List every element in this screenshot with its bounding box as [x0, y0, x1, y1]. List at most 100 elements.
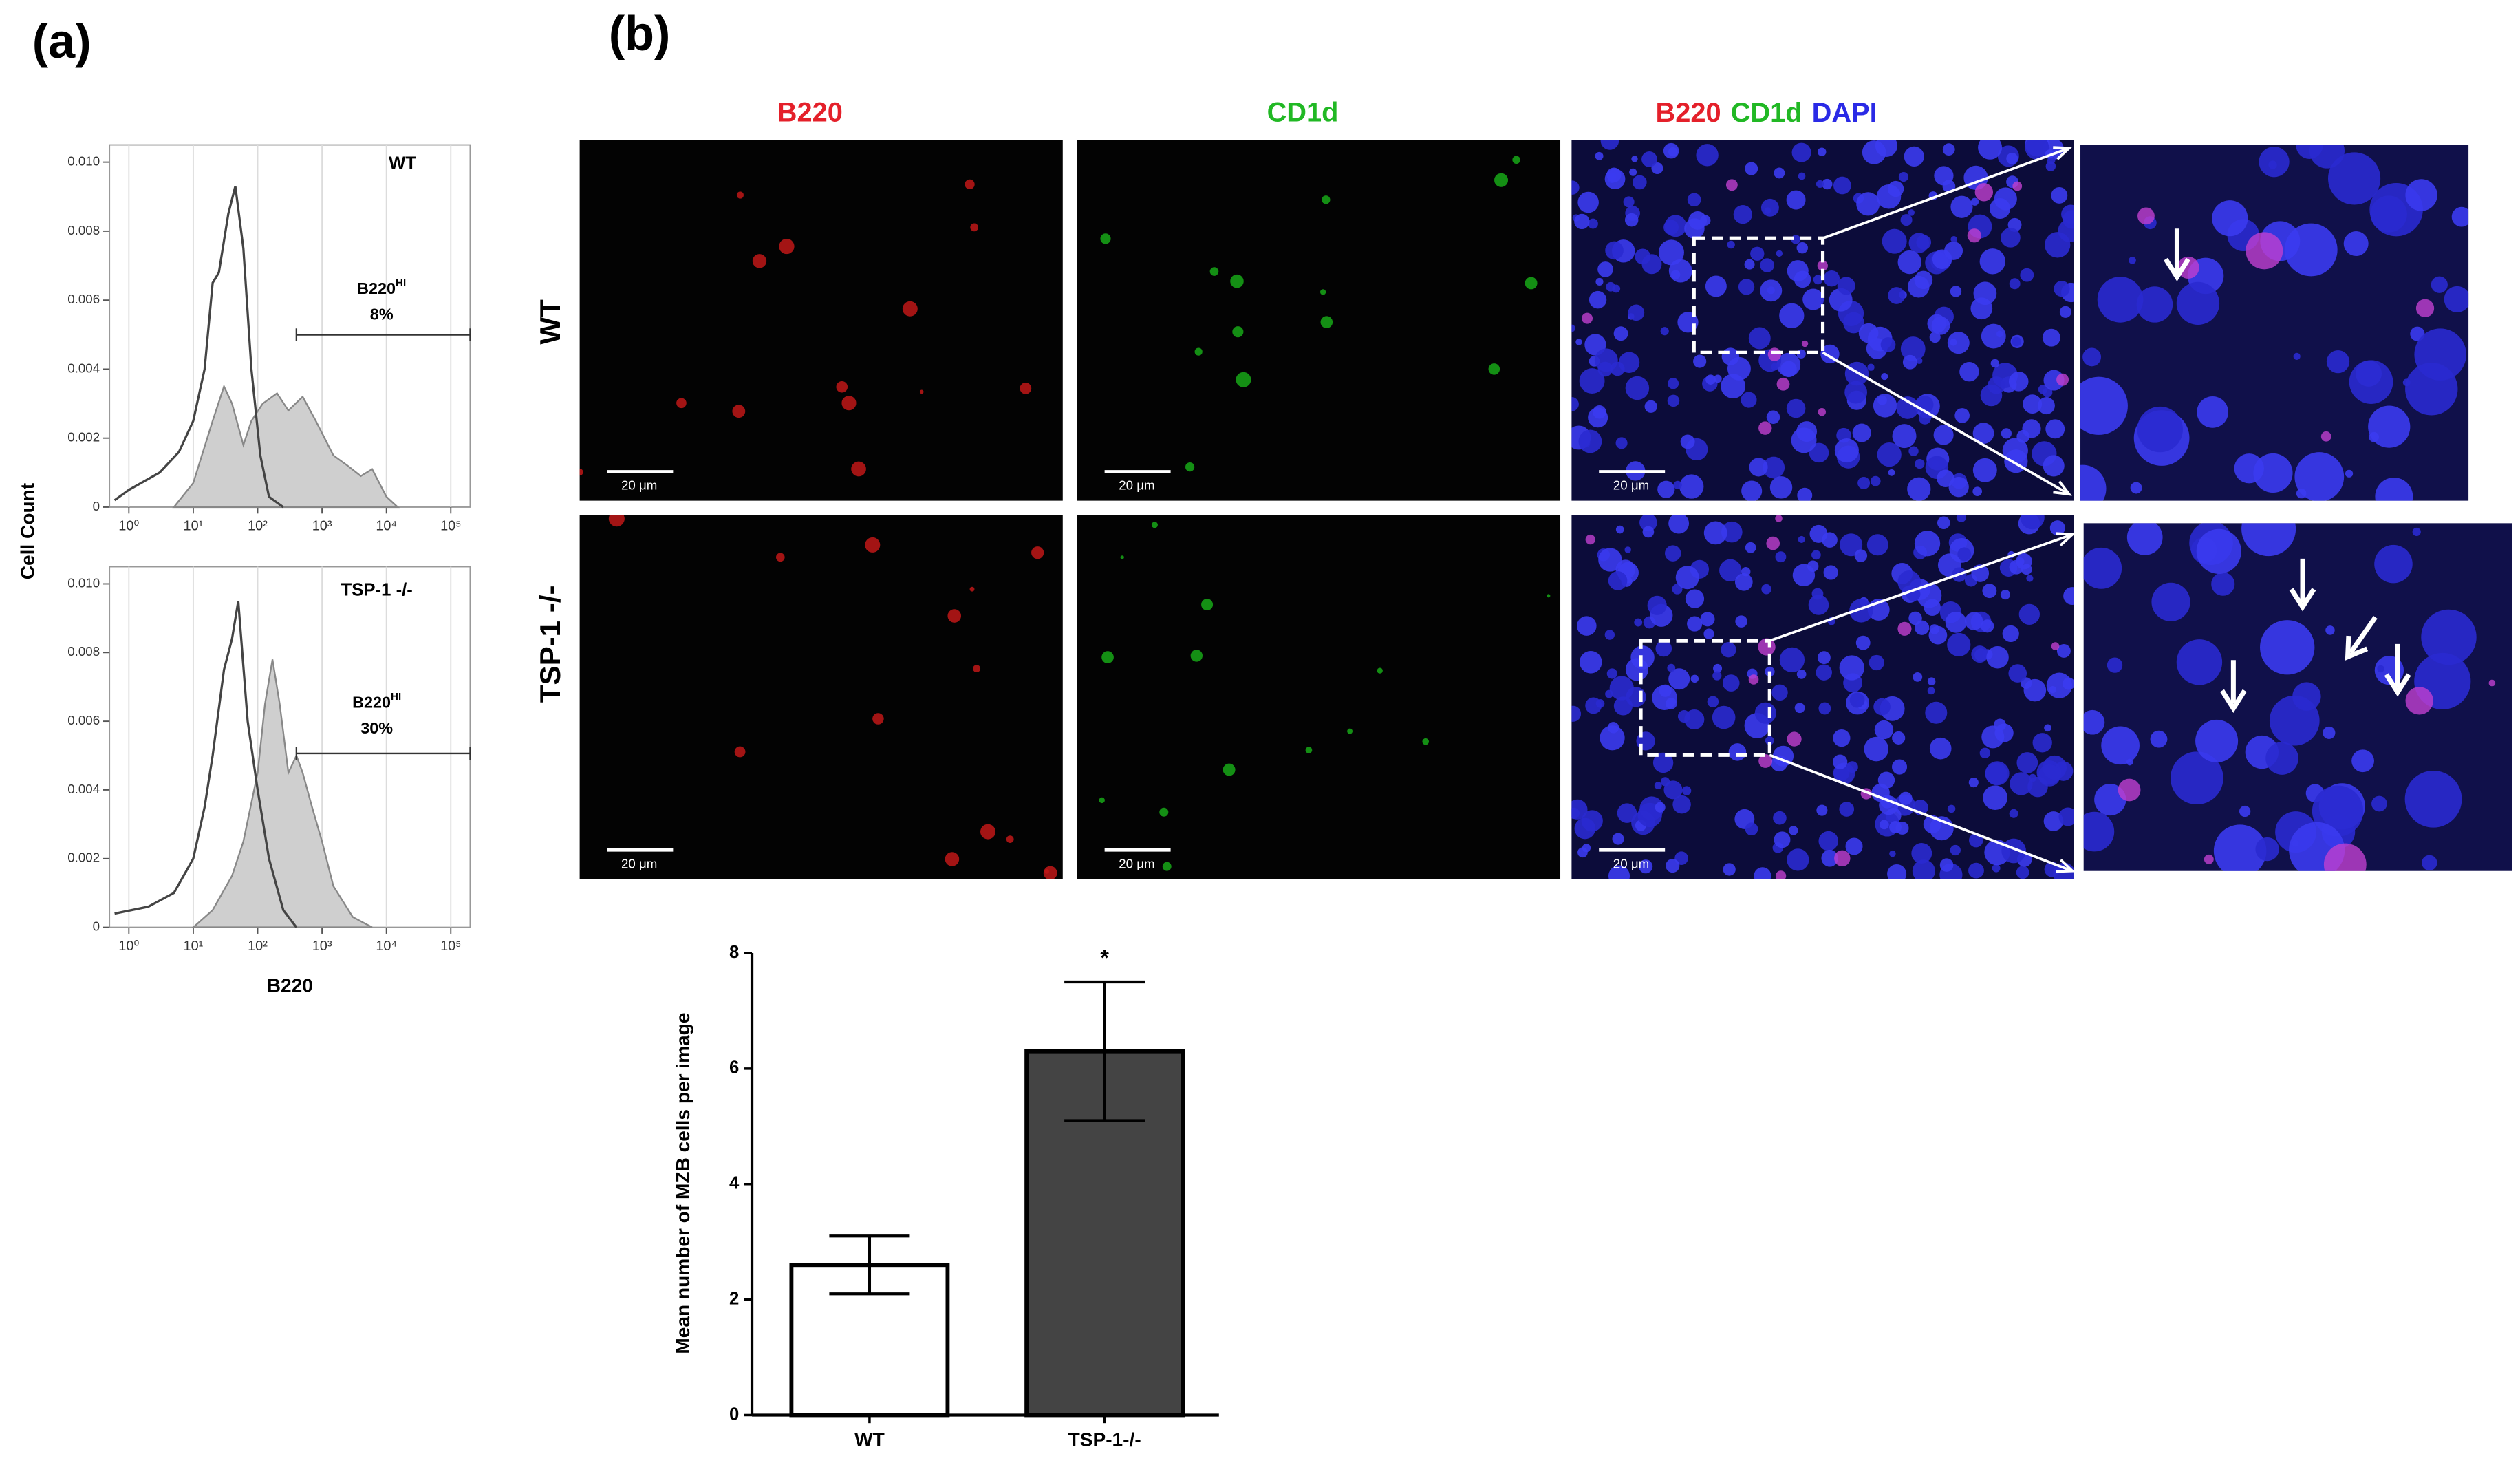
- b220-cell: [1758, 753, 1773, 768]
- nucleus: [1605, 241, 1624, 260]
- nucleus: [2404, 770, 2462, 828]
- significance-mark: *: [1100, 945, 1109, 970]
- zoom-line: [1822, 351, 2070, 495]
- nucleus: [2150, 730, 2168, 748]
- nucleus: [1647, 595, 1667, 615]
- cell-signal: [1159, 807, 1169, 817]
- b220-cell: [1776, 377, 1790, 391]
- nucleus: [1924, 599, 1941, 616]
- x-tick-label: 10²: [248, 939, 268, 954]
- nucleus: [1855, 635, 1871, 650]
- nucleus: [1776, 352, 1801, 377]
- nucleus: [1862, 140, 1886, 164]
- nucleus: [1667, 663, 1676, 672]
- nucleus: [2038, 385, 2048, 394]
- nucleus: [2129, 256, 2136, 264]
- nucleus: [1774, 167, 1785, 179]
- nucleus: [1786, 190, 1806, 210]
- b220-cell: [1818, 408, 1826, 416]
- nucleus: [1779, 647, 1805, 673]
- cell-signal: [1099, 797, 1105, 804]
- x-tick-label: 10⁵: [440, 518, 461, 533]
- nucleus: [1791, 427, 1817, 453]
- b220-cell: [2320, 431, 2331, 442]
- nucleus: [2368, 405, 2411, 448]
- nucleus: [2151, 582, 2190, 621]
- nucleus: [1741, 480, 1763, 501]
- gate-label-main: B220: [357, 279, 396, 297]
- nucleus: [2051, 187, 2068, 204]
- nucleus: [1891, 759, 1908, 775]
- nucleus: [1957, 547, 1972, 562]
- panel-label: (a): [32, 14, 91, 68]
- nucleus: [1929, 332, 1941, 343]
- nucleus: [1668, 515, 1690, 534]
- y-tick-label: 0: [93, 499, 100, 513]
- nucleus: [1839, 802, 1855, 817]
- nucleus: [1972, 423, 1994, 445]
- b220-cell: [1725, 179, 1738, 191]
- nucleus: [1604, 630, 1615, 640]
- nucleus: [1787, 260, 1809, 282]
- nucleus: [2405, 179, 2437, 211]
- nucleus: [1869, 654, 1884, 671]
- nucleus: [1972, 458, 1997, 482]
- nucleus: [2421, 609, 2477, 665]
- nucleus: [1703, 521, 1727, 545]
- nucleus: [2020, 268, 2034, 282]
- nucleus: [1617, 803, 1637, 823]
- nucleus: [1934, 166, 1954, 186]
- nucleus: [1628, 304, 1645, 321]
- nucleus: [1665, 545, 1681, 562]
- nucleus: [2107, 657, 2123, 673]
- nucleus: [1858, 323, 1879, 343]
- nucleus: [1608, 865, 1630, 879]
- nucleus: [1914, 531, 1941, 557]
- nucleus: [2325, 625, 2335, 635]
- y-tick-label: 0.006: [67, 713, 100, 727]
- zoom-line: [1769, 753, 2073, 873]
- nucleus: [1913, 672, 1923, 682]
- nucleus: [2101, 726, 2140, 765]
- nucleus: [1612, 833, 1624, 845]
- nucleus: [1652, 752, 1674, 773]
- y-tick-label: 0.002: [67, 851, 100, 865]
- nucleus: [1774, 831, 1791, 848]
- nucleus: [1721, 374, 1746, 399]
- nucleus: [1673, 480, 1682, 489]
- y-tick-label: 0.002: [67, 430, 100, 445]
- nucleus: [1595, 151, 1604, 160]
- nucleus: [2045, 161, 2056, 171]
- nucleus: [1668, 147, 1678, 157]
- nucleus: [1867, 363, 1875, 371]
- nucleus: [1789, 826, 1798, 835]
- nucleus: [1866, 534, 1888, 556]
- x-tick-label: 10⁴: [376, 518, 397, 533]
- zoom-box: [1639, 639, 1771, 757]
- nucleus: [1719, 559, 1742, 581]
- nucleus: [1900, 336, 1926, 361]
- cell-signal: [1512, 156, 1520, 164]
- nucleus: [2197, 396, 2228, 428]
- nucleus: [2176, 281, 2220, 325]
- nucleus: [2062, 677, 2074, 690]
- nucleus: [1927, 314, 1946, 334]
- nucleus: [1773, 811, 1787, 825]
- x-tick-label: 10⁴: [376, 939, 397, 954]
- nucleus: [1887, 864, 1907, 879]
- nucleus: [1792, 564, 1816, 587]
- nucleus: [1593, 405, 1606, 419]
- cell-signal: [1223, 763, 1236, 776]
- nucleus: [1959, 361, 1979, 382]
- micrograph: [579, 515, 1063, 879]
- nucleus: [1888, 469, 1895, 476]
- nucleus: [2136, 286, 2173, 323]
- nucleus: [2058, 219, 2074, 242]
- cell-signal: [919, 389, 924, 394]
- nucleus: [1809, 524, 1828, 543]
- nucleus: [1786, 398, 1806, 418]
- nucleus: [1748, 327, 1771, 350]
- nucleus: [1981, 323, 2006, 349]
- nucleus: [1744, 259, 1755, 270]
- b220-cell: [1817, 260, 1828, 271]
